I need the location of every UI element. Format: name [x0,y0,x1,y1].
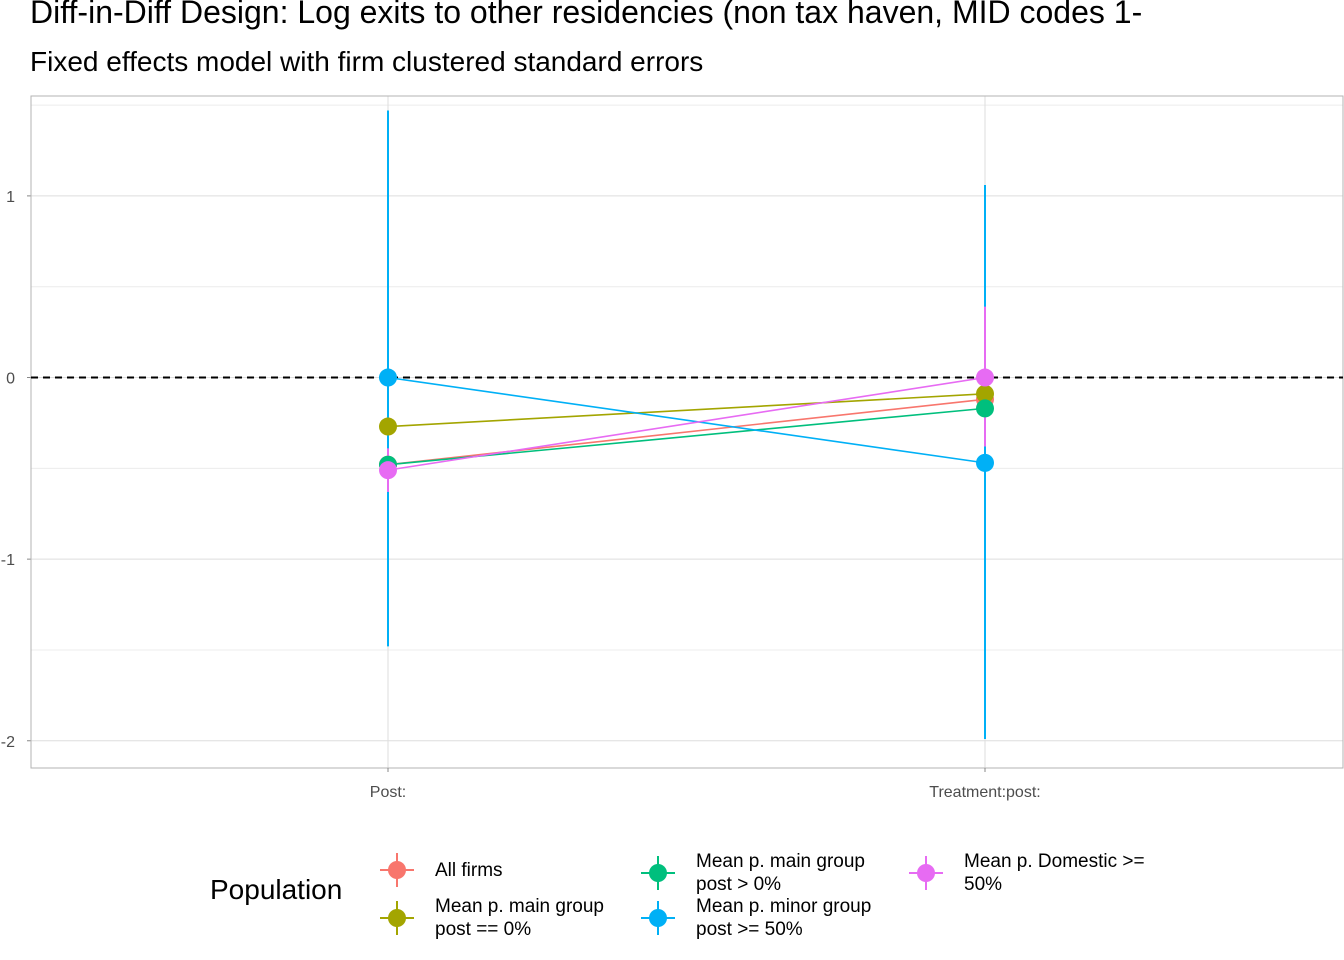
legend-label-line: post >= 50% [696,919,803,940]
legend-key [380,853,414,887]
legend-item: Mean p. main group post > 0% [638,850,906,896]
chart-subtitle: Fixed effects model with firm clustered … [30,46,704,77]
chart-title: Diff-in-Diff Design: Log exits to other … [30,0,1143,30]
y-tick-label: -1 [1,552,15,569]
legend-label-line: All firms [435,859,503,881]
legend-item: All firms [377,850,645,890]
legend-item: Mean p. minor group post >= 50% [638,895,906,941]
legend-label-line: Mean p. Domestic >= [964,851,1145,872]
legend-title: Population [210,874,343,905]
data-point [379,368,397,387]
data-point [379,417,397,436]
series-line [387,376,986,471]
legend-label-line: 50% [964,874,1003,895]
legend-label-line: Mean p. main group [435,896,604,917]
legend-label-line: Mean p. main group [696,851,865,872]
legend-item: Mean p. main group post == 0% [377,895,645,941]
legend-label: Mean p. main group post == 0% [435,895,645,941]
y-tick-label: 0 [6,371,15,388]
legend-label: Mean p. Domestic >= 50% [964,850,1174,896]
legend-key [909,856,943,890]
legend-label: All firms [435,859,645,882]
legend-label-line: post == 0% [435,919,532,940]
x-tick-label: Treatment:post: [929,784,1040,801]
legend-label-line: post > 0% [696,874,782,895]
data-point [976,384,994,403]
legend-label: Mean p. minor group post >= 50% [696,895,906,941]
data-point [976,453,994,472]
data-point [379,461,397,480]
y-tick-label: -2 [1,734,15,751]
legend-key [380,901,414,935]
series-line [387,398,986,466]
data-point [976,368,994,387]
legend-key [641,856,675,890]
legend-label-line: Mean p. minor group [696,896,872,917]
panel-border [30,95,1344,769]
series-line [387,376,986,464]
legend-label: Mean p. main group post > 0% [696,850,906,896]
legend-key [641,901,675,935]
y-tick-label: 1 [6,189,15,206]
series-line [387,393,986,428]
data-point [976,399,994,418]
x-tick-label: Post: [370,784,406,801]
legend-item: Mean p. Domestic >= 50% [906,850,1174,896]
